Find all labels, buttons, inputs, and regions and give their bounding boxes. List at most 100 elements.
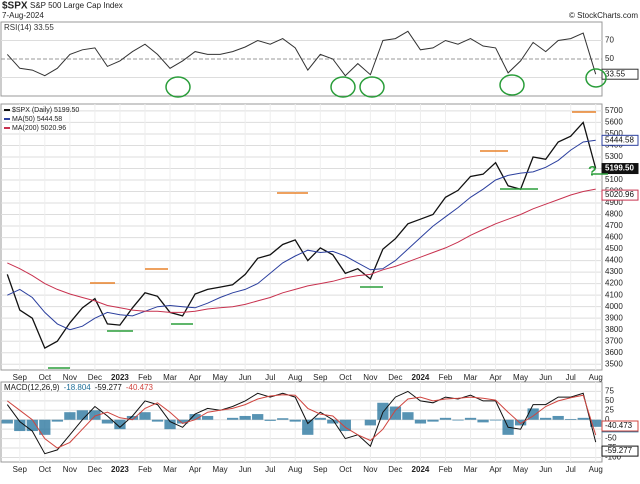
x-tick-label: Apr [489, 373, 502, 382]
y-tick-label: 5300 [605, 152, 623, 161]
x-tick-label: Feb [138, 465, 152, 474]
histogram-bar [427, 419, 439, 422]
histogram-bar [477, 419, 489, 423]
histogram-bar [590, 419, 602, 427]
legend-label: -59.277 [95, 383, 123, 392]
histogram-bar [577, 417, 589, 420]
histogram-bar [139, 412, 151, 420]
x-tick-label: Nov [63, 373, 77, 382]
histogram-bar [126, 415, 139, 420]
value-tag [601, 163, 639, 175]
rsi-circle [585, 68, 607, 88]
x-tick-label: May [513, 373, 528, 382]
y-tick-label: 3600 [605, 348, 623, 357]
x-tick-label: Sep [13, 465, 28, 474]
histogram-bar [327, 419, 339, 424]
x-tick-label: Jun [239, 373, 252, 382]
y-tick-label: 4500 [605, 244, 623, 253]
histogram-bar [439, 417, 452, 420]
histogram-bar [402, 412, 414, 420]
histogram-bar [101, 419, 114, 424]
x-tick-label: Sep [313, 465, 328, 474]
histogram-bar [314, 417, 326, 420]
histogram-bar [252, 414, 264, 420]
x-tick-label: Dec [88, 373, 102, 382]
value-tag [601, 445, 639, 457]
y-tick-label: 70 [605, 36, 614, 45]
y-tick-label: 4400 [605, 256, 623, 265]
y-tick-label: 4800 [605, 210, 623, 219]
y-tick-label: 3500 [605, 359, 623, 368]
y-tick-label: 5100 [605, 175, 623, 184]
value-tag-label: -40.473 [605, 421, 633, 430]
annotations [48, 68, 608, 369]
y-tick-label: 50 [605, 54, 614, 63]
x-tick-label: Jul [566, 373, 576, 382]
y-tick-label: 4700 [605, 221, 623, 230]
histogram-bar [540, 417, 552, 420]
histogram-bar [339, 419, 351, 432]
legend-label: $SPX (Daily) 5199.50 [12, 107, 79, 114]
histogram-bar [201, 415, 214, 420]
rsi-circle [359, 76, 385, 98]
histogram-bar [364, 419, 376, 426]
rsi-circle [330, 76, 356, 98]
y-tick-label: 3800 [605, 325, 623, 334]
histogram-bar [277, 418, 289, 420]
histogram-bar [264, 419, 276, 421]
x-tick-label: Nov [63, 465, 77, 474]
value-tag [601, 189, 639, 201]
indicator-line [6, 30, 597, 77]
x-tick-label: Dec [388, 465, 402, 474]
histogram-bar [414, 419, 427, 424]
legend-label: -18.804 [64, 383, 92, 392]
x-tick-label: Aug [288, 465, 302, 474]
y-tick-label: -50 [605, 434, 617, 443]
annotation: ? [588, 163, 597, 179]
x-tick-label: Apr [189, 373, 202, 382]
symbol: $SPX [2, 1, 28, 12]
panel-title: MACD(12,26,9) [4, 383, 60, 392]
x-tick-label: Mar [464, 373, 478, 382]
y-tick-label: 5600 [605, 118, 623, 127]
source: © StockCharts.com [569, 11, 638, 20]
x-tick-label: Jul [265, 465, 275, 474]
legend-label: MA(50) 5444.58 [12, 116, 62, 123]
histogram-bar [164, 419, 176, 430]
x-tick-label: 2023 [111, 373, 129, 382]
x-tick-label: Nov [363, 373, 377, 382]
x-tick-label: Apr [189, 465, 202, 474]
histogram-bar [377, 402, 389, 420]
y-tick-label: 4600 [605, 233, 623, 242]
histogram-bar [151, 419, 164, 422]
value-tag-label: 5444.58 [605, 135, 634, 144]
x-tick-label: Oct [339, 465, 352, 474]
histogram-bar [76, 410, 89, 420]
histogram-bar [514, 419, 527, 426]
value-tag [601, 134, 639, 146]
histogram-bar [26, 419, 38, 432]
y-tick-label: 75 [605, 387, 614, 396]
x-tick-label: Jul [265, 373, 275, 382]
histogram-bar [302, 419, 314, 435]
panel-frame [0, 103, 603, 371]
x-tick-label: Jun [539, 465, 552, 474]
date: 7-Aug-2024 [2, 11, 44, 20]
indicator-line [6, 390, 597, 455]
x-tick-label: Oct [39, 373, 52, 382]
histogram-bar [289, 419, 301, 422]
x-tick-label: Sep [313, 373, 328, 382]
histogram-bar [389, 406, 402, 420]
y-tick-label: 50 [605, 396, 614, 405]
x-tick-label: Mar [163, 373, 177, 382]
x-tick-label: 2023 [111, 465, 129, 474]
y-tick-label: 3900 [605, 313, 623, 322]
y-tick-label: 4000 [605, 302, 623, 311]
x-tick-label: Oct [39, 465, 52, 474]
histogram-bar [89, 410, 101, 420]
histogram-bar [464, 417, 477, 420]
x-tick-label: Dec [88, 465, 102, 474]
legend-label: MA(200) 5020.96 [12, 125, 66, 132]
x-tick-label: Feb [138, 373, 152, 382]
value-tag [601, 420, 639, 432]
